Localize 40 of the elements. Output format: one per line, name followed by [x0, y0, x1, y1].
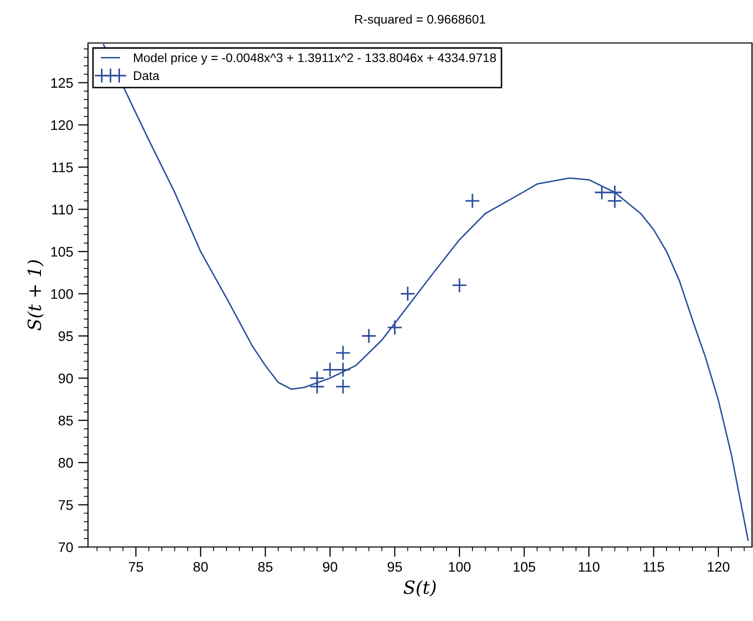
x-tick-label: 75 — [128, 562, 144, 572]
y-tick-label: 105 — [51, 246, 73, 257]
x-tick-label: 105 — [514, 562, 536, 572]
line-series — [102, 44, 749, 541]
x-tick-label: 85 — [258, 562, 272, 572]
chart-title: R-squared = 0.9668601 — [355, 14, 486, 26]
y-tick-label: 90 — [58, 373, 73, 384]
legend-label: Data — [134, 71, 160, 80]
x-tick-label: 100 — [448, 562, 471, 572]
x-tick-label: 120 — [708, 562, 730, 572]
y-tick-label: 80 — [58, 458, 73, 468]
x-tick-label: 80 — [193, 562, 208, 572]
y-tick-label: 95 — [58, 331, 73, 342]
y-tick-label: 100 — [51, 289, 73, 299]
y-tick-label: 125 — [51, 78, 73, 88]
x-axis-title: S(t) — [404, 580, 436, 597]
y-tick-label: 115 — [52, 162, 73, 172]
point — [309, 370, 325, 386]
y-tick-label: 75 — [58, 500, 73, 510]
point — [607, 193, 623, 209]
point — [387, 320, 402, 336]
legend-label: Model price y = -0.0048x^3 + 1.3911x^2 - 133.8046x + 4334.9718 — [134, 53, 496, 65]
point — [335, 345, 351, 361]
point — [452, 278, 468, 293]
y-tick-label: 120 — [51, 120, 73, 130]
x-tick-label: 110 — [578, 562, 600, 572]
y-tick-label: 85 — [58, 416, 73, 426]
x-tick-label: 115 — [644, 562, 664, 572]
y-axis-title: S(t + 1) — [27, 260, 44, 330]
point — [361, 328, 377, 344]
point — [464, 193, 480, 209]
point — [335, 378, 351, 394]
point — [335, 362, 351, 378]
y-tick-label: 70 — [58, 542, 73, 552]
x-tick-label: 90 — [322, 562, 338, 572]
y-tick-label: 110 — [52, 204, 73, 214]
point — [400, 286, 416, 302]
x-tick-label: 95 — [388, 562, 402, 572]
point — [594, 184, 610, 200]
point — [322, 362, 338, 378]
